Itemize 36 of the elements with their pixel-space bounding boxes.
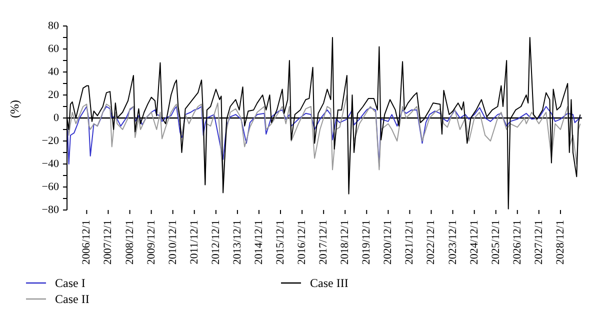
x-tick-label: 2023/12/1 xyxy=(446,220,459,265)
x-tick-label: 2011/12/1 xyxy=(188,220,200,264)
x-tick-label: 2016/12/1 xyxy=(296,220,308,265)
x-tick-label: 2027/12/1 xyxy=(532,220,545,265)
y-tick-label: −60 xyxy=(42,181,60,193)
x-tick-label: 2014/12/1 xyxy=(252,220,265,265)
y-tick-label: 80 xyxy=(48,20,60,32)
y-tick-label: −80 xyxy=(42,204,60,216)
x-tick-label: 2022/12/1 xyxy=(425,220,438,265)
x-tick-label: 2026/12/1 xyxy=(511,220,524,265)
x-tick-label: 2025/12/1 xyxy=(490,220,502,265)
y-tick-label: 40 xyxy=(48,66,60,78)
x-tick-label: 2019/12/1 xyxy=(360,220,373,265)
legend-label: Case II xyxy=(55,292,90,306)
y-tick-label: −40 xyxy=(42,158,60,170)
y-tick-label: 60 xyxy=(48,43,60,55)
y-axis-title: (%) xyxy=(7,100,22,118)
x-tick-label: 2009/12/1 xyxy=(145,220,158,265)
x-tick-label: 2018/12/1 xyxy=(339,220,352,265)
x-tick-label: 2021/12/1 xyxy=(404,220,416,265)
x-tick-label: 2007/12/1 xyxy=(102,220,114,265)
x-tick-label: 2020/12/1 xyxy=(382,220,394,265)
x-tick-label: 2006/12/1 xyxy=(80,220,93,265)
x-tick-label: 2008/12/1 xyxy=(124,220,136,265)
x-tick-label: 2010/12/1 xyxy=(166,220,179,265)
x-tick-label: 2017/12/1 xyxy=(318,220,330,265)
legend-label: Case III xyxy=(310,276,348,290)
y-tick-label: 20 xyxy=(48,89,60,101)
x-tick-label: 2012/12/1 xyxy=(210,220,222,265)
y-tick-label: −20 xyxy=(42,135,60,147)
x-tick-label: 2024/12/1 xyxy=(468,220,480,265)
legend-label: Case I xyxy=(55,276,86,290)
x-tick-label: 2015/12/1 xyxy=(274,220,286,265)
x-tick-label: 2028/12/1 xyxy=(554,220,566,265)
x-tick-label: 2013/12/1 xyxy=(231,220,244,265)
y-tick-label: 0 xyxy=(54,112,60,124)
